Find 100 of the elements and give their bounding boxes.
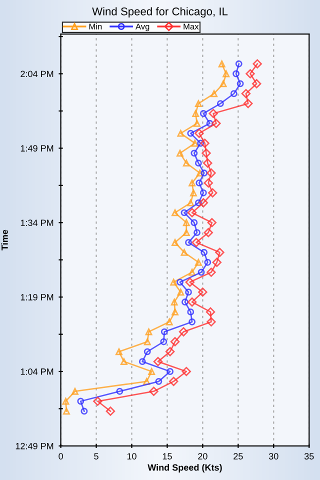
point <box>116 388 124 395</box>
point <box>198 198 208 208</box>
point <box>176 150 184 157</box>
point <box>149 386 158 396</box>
point <box>178 327 188 336</box>
point <box>144 348 151 356</box>
point <box>80 408 88 415</box>
point <box>232 70 240 78</box>
point <box>194 199 202 206</box>
point <box>235 60 242 68</box>
point <box>187 199 194 206</box>
point <box>172 209 178 216</box>
point <box>194 229 200 236</box>
point <box>218 60 226 68</box>
y-tick-label: 1:19 PM <box>20 294 54 300</box>
point <box>192 238 201 248</box>
point <box>180 209 188 216</box>
y-tick-label: 2:04 PM <box>20 70 54 78</box>
point <box>176 278 184 286</box>
point <box>138 358 146 366</box>
point <box>206 268 216 277</box>
point <box>185 288 192 296</box>
point <box>200 110 207 117</box>
x-tick-label: 0 <box>58 453 63 460</box>
point <box>200 248 208 256</box>
point <box>204 258 212 266</box>
point <box>166 318 173 326</box>
point <box>182 229 190 236</box>
point <box>194 160 202 167</box>
point <box>143 378 150 385</box>
point <box>93 396 102 406</box>
point <box>208 188 218 198</box>
point <box>220 80 227 88</box>
point <box>204 178 213 188</box>
x-tick-label: 5 <box>94 453 98 460</box>
point <box>170 337 180 346</box>
point <box>246 69 255 78</box>
point <box>198 268 205 276</box>
point <box>187 297 197 307</box>
point <box>168 376 178 386</box>
point <box>194 258 202 266</box>
point <box>200 170 208 176</box>
x-tick-label: 15 <box>162 453 172 460</box>
point <box>187 308 194 316</box>
point <box>188 179 196 186</box>
point <box>182 366 192 376</box>
point <box>160 338 168 346</box>
point <box>194 100 202 108</box>
x-axis-title: Wind Speed (Kts) <box>148 464 222 472</box>
point <box>206 168 216 178</box>
point <box>116 348 122 356</box>
point <box>166 368 174 375</box>
point <box>120 358 128 366</box>
point <box>160 328 168 336</box>
point <box>172 239 178 246</box>
point <box>207 218 217 228</box>
y-tick-label: 12:49 PM <box>16 442 54 450</box>
y-tick-label: 1:34 PM <box>20 220 54 226</box>
point <box>194 120 200 127</box>
point <box>206 120 214 127</box>
x-tick-label: 35 <box>304 453 314 460</box>
point <box>188 318 196 326</box>
point <box>230 90 238 98</box>
point <box>190 150 198 157</box>
point <box>252 59 262 68</box>
point <box>197 140 204 147</box>
y-axis-title: Time <box>1 230 8 250</box>
point <box>194 128 204 138</box>
point <box>204 228 213 238</box>
point <box>206 307 216 317</box>
point <box>206 317 216 327</box>
point <box>148 368 156 375</box>
point <box>187 130 194 137</box>
point <box>222 70 230 78</box>
point <box>145 328 152 336</box>
point <box>181 298 188 306</box>
point <box>177 130 184 137</box>
point <box>190 219 198 226</box>
point <box>192 110 200 117</box>
point <box>202 148 211 158</box>
point <box>185 278 195 287</box>
point <box>62 398 70 405</box>
point <box>200 189 207 196</box>
point <box>165 347 175 356</box>
point <box>216 100 224 108</box>
point <box>185 239 192 246</box>
point <box>208 108 218 118</box>
x-tick-label: 20 <box>198 453 208 460</box>
point <box>203 158 212 168</box>
point <box>188 268 196 276</box>
y-tick-label: 1:04 PM <box>20 368 54 375</box>
point <box>170 298 178 306</box>
y-tick-label: 1:49 PM <box>20 145 54 152</box>
point <box>236 80 244 88</box>
point <box>77 398 84 405</box>
legend-label: Min <box>89 23 102 30</box>
point <box>180 248 188 256</box>
point <box>252 79 262 88</box>
point <box>212 258 222 267</box>
point <box>182 219 190 226</box>
